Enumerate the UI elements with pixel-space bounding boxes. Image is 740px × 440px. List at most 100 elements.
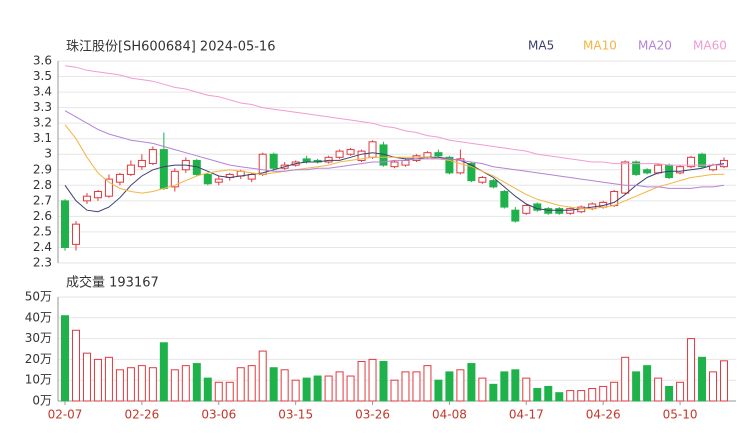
candle-body bbox=[148, 149, 157, 165]
candle-body bbox=[192, 159, 201, 175]
y-tick-label: 3 bbox=[44, 147, 52, 161]
volume-bar bbox=[665, 385, 674, 402]
volume-title: 成交量 193167 bbox=[66, 275, 159, 291]
candle-body bbox=[478, 177, 487, 183]
candle-body bbox=[698, 153, 707, 168]
volume-bar bbox=[445, 371, 454, 402]
volume-tick-label: 10万 bbox=[25, 373, 52, 387]
candle-body bbox=[445, 156, 454, 174]
volume-tick-label: 30万 bbox=[25, 331, 52, 345]
volume-bar bbox=[236, 367, 245, 402]
volume-bar bbox=[522, 377, 531, 402]
candle-body bbox=[346, 149, 355, 155]
volume-bar bbox=[346, 375, 355, 402]
volume-bar bbox=[82, 352, 91, 402]
candle-body bbox=[324, 156, 333, 163]
candle-body bbox=[720, 159, 728, 168]
y-tick-label: 2.8 bbox=[33, 178, 52, 192]
volume-bar bbox=[423, 365, 432, 402]
volume-bar bbox=[599, 385, 608, 402]
volume-bar bbox=[555, 392, 564, 402]
volume-bar bbox=[126, 367, 135, 402]
candle-body bbox=[555, 208, 564, 214]
volume-bar bbox=[577, 390, 586, 402]
x-tick-label: 04-17 bbox=[509, 408, 544, 422]
candle-body bbox=[368, 141, 377, 158]
volume-bar bbox=[214, 381, 223, 402]
volume-bar bbox=[511, 369, 520, 402]
volume-bar bbox=[192, 363, 201, 402]
candle-body bbox=[654, 164, 663, 174]
volume-bar bbox=[500, 371, 509, 402]
volume-bar bbox=[203, 377, 212, 402]
volume-bar bbox=[434, 379, 443, 402]
candle-body bbox=[423, 152, 432, 158]
candle-body bbox=[544, 208, 553, 214]
volume-bar bbox=[181, 365, 190, 402]
volume-bar bbox=[291, 379, 300, 402]
volume-tick-label: 50万 bbox=[25, 290, 52, 304]
candle-body bbox=[522, 205, 531, 214]
candle-body bbox=[258, 153, 267, 175]
x-tick-label: 05-10 bbox=[663, 408, 698, 422]
volume-bar bbox=[258, 350, 267, 402]
x-tick-label: 02-07 bbox=[48, 408, 83, 422]
y-tick-label: 3.2 bbox=[33, 116, 52, 130]
candle-body bbox=[61, 200, 69, 248]
volume-bar bbox=[544, 385, 553, 402]
volume-bar bbox=[148, 367, 157, 402]
volume-tick-label: 40万 bbox=[25, 310, 52, 324]
volume-bar bbox=[159, 342, 168, 402]
candle-body bbox=[203, 173, 212, 185]
volume-bar bbox=[335, 371, 344, 402]
y-tick-label: 2.7 bbox=[33, 193, 52, 207]
volume-bar bbox=[687, 338, 696, 402]
x-tick-label: 03-15 bbox=[278, 408, 313, 422]
volume-bar bbox=[401, 371, 410, 402]
volume-bar bbox=[654, 377, 663, 402]
y-tick-label: 3.3 bbox=[33, 100, 52, 114]
ma-line bbox=[64, 110, 725, 189]
volume-bar bbox=[610, 381, 619, 402]
volume-bar bbox=[170, 369, 179, 402]
candle-body bbox=[511, 209, 520, 222]
volume-bar bbox=[489, 383, 498, 402]
candle-body bbox=[214, 178, 223, 183]
volume-bar bbox=[368, 358, 377, 402]
volume-bar bbox=[676, 381, 685, 402]
y-tick-label: 3.1 bbox=[33, 131, 52, 145]
legend-label: MA60 bbox=[693, 39, 727, 53]
candle-body bbox=[115, 173, 124, 183]
volume-bar bbox=[566, 390, 575, 402]
volume-bar bbox=[720, 360, 728, 402]
candle-body bbox=[401, 159, 410, 166]
candle-body bbox=[159, 149, 168, 189]
volume-bar bbox=[412, 371, 421, 402]
volume-bar bbox=[225, 381, 234, 402]
ma-line bbox=[64, 65, 724, 166]
volume-bar bbox=[621, 356, 630, 402]
y-tick-label: 3.5 bbox=[33, 69, 52, 83]
y-tick-label: 3.6 bbox=[33, 54, 52, 68]
candle-body bbox=[335, 150, 344, 158]
volume-bar bbox=[478, 377, 487, 402]
volume-bar bbox=[467, 363, 476, 402]
x-tick-label: 03-06 bbox=[201, 408, 236, 422]
candle-body bbox=[676, 166, 685, 174]
volume-bar bbox=[357, 360, 366, 402]
y-tick-label: 2.5 bbox=[33, 224, 52, 238]
legend-label: MA10 bbox=[583, 39, 617, 53]
candle-body bbox=[82, 195, 91, 202]
volume-bar bbox=[280, 369, 289, 402]
volume-bar bbox=[313, 375, 322, 402]
candle-body bbox=[357, 150, 366, 161]
y-tick-label: 2.3 bbox=[33, 256, 52, 270]
candle-body bbox=[434, 152, 443, 157]
volume-tick-label: 0万 bbox=[32, 394, 52, 408]
x-tick-label: 02-26 bbox=[124, 408, 159, 422]
volume-tick-label: 20万 bbox=[25, 352, 52, 366]
candle-body bbox=[390, 161, 399, 168]
candle-body bbox=[456, 158, 465, 174]
